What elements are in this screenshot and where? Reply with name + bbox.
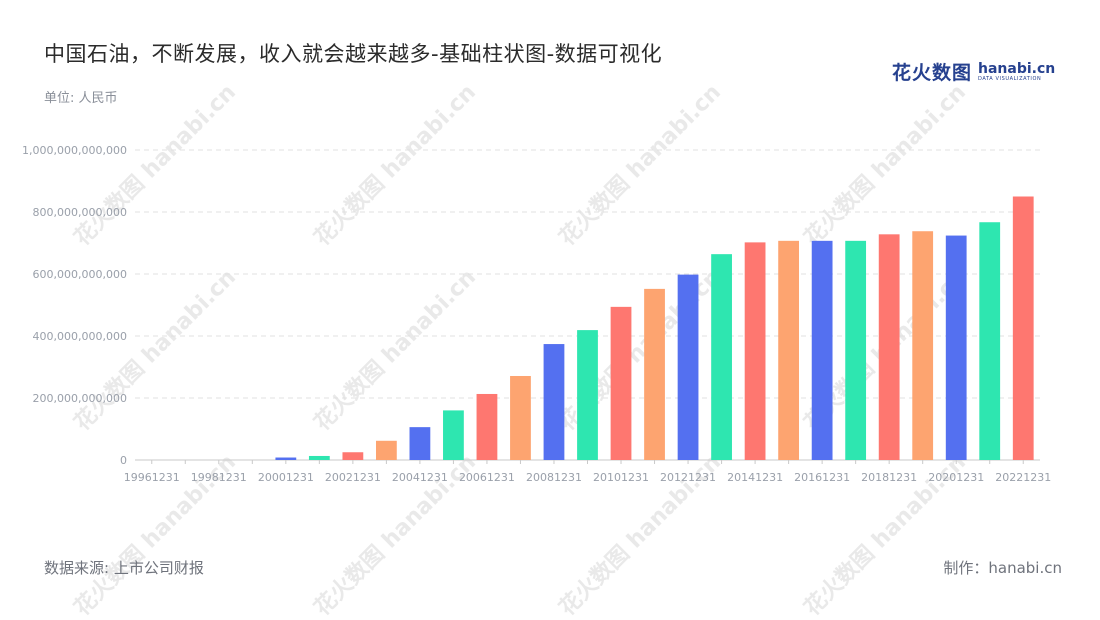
x-tick-label: 20181231 xyxy=(861,471,917,484)
x-tick-label: 20021231 xyxy=(325,471,381,484)
x-tick-label: 19981231 xyxy=(191,471,247,484)
bar xyxy=(979,222,1001,460)
logo-en-text: hanabi.cn xyxy=(978,60,1056,77)
bar xyxy=(811,240,833,460)
x-tick-label: 20041231 xyxy=(392,471,448,484)
y-tick-label: 400,000,000,000 xyxy=(33,330,127,343)
bar xyxy=(711,254,732,460)
bar xyxy=(443,410,464,460)
bar xyxy=(1012,196,1034,460)
y-tick-label: 600,000,000,000 xyxy=(33,268,127,281)
bar xyxy=(275,457,297,460)
x-tick-label: 20101231 xyxy=(593,471,649,484)
bar xyxy=(543,344,565,460)
watermark-text: 花火数图 hanabi.cn xyxy=(309,264,481,436)
watermark-text: 花火数图 hanabi.cn xyxy=(799,79,971,251)
brand-logo: 花火数图 hanabi.cn DATA VISUALIZATION xyxy=(892,58,1055,85)
maker-credit: 制作：hanabi.cn xyxy=(943,559,1062,577)
x-tick-label: 19961231 xyxy=(124,471,180,484)
bar xyxy=(878,234,900,460)
x-tick-label: 20221231 xyxy=(995,471,1051,484)
y-tick-label: 800,000,000,000 xyxy=(33,206,127,219)
bar xyxy=(610,306,632,460)
bar xyxy=(409,427,431,460)
bar xyxy=(308,455,330,460)
logo-cn-text: 花火数图 xyxy=(892,62,973,84)
y-tick-label: 0 xyxy=(120,454,127,467)
watermark-text: 花火数图 hanabi.cn xyxy=(554,79,726,251)
bar xyxy=(744,242,766,460)
x-tick-label: 20121231 xyxy=(660,471,716,484)
bar xyxy=(644,288,665,460)
bar xyxy=(778,240,800,460)
x-tick-label: 20141231 xyxy=(727,471,783,484)
x-tick-label: 20061231 xyxy=(459,471,515,484)
x-tick-label: 20201231 xyxy=(928,471,984,484)
page-title: 中国石油，不断发展，收入就会越来越多-基础柱状图-数据可视化 xyxy=(44,42,663,66)
data-source: 数据来源: 上市公司财报 xyxy=(44,559,204,577)
watermark-text: 花火数图 hanabi.cn xyxy=(69,264,241,436)
watermark-layer: 花火数图 hanabi.cn 花火数图 hanabi.cn 花火数图 hanabi.… xyxy=(69,79,971,620)
bar xyxy=(945,235,967,460)
watermark-text: 花火数图 hanabi.cn xyxy=(309,79,481,251)
logo-sub-text: DATA VISUALIZATION xyxy=(978,75,1042,82)
bar xyxy=(677,274,699,460)
bar xyxy=(375,440,397,460)
x-tick-label: 20161231 xyxy=(794,471,850,484)
bar xyxy=(510,375,531,460)
bar xyxy=(476,393,498,460)
bar xyxy=(577,330,598,460)
x-tick-label: 20081231 xyxy=(526,471,582,484)
bar xyxy=(342,452,364,460)
bar xyxy=(912,231,934,460)
y-tick-label: 1,000,000,000,000 xyxy=(22,144,127,157)
bar xyxy=(845,240,867,460)
x-tick-label: 20001231 xyxy=(258,471,314,484)
y-tick-label: 200,000,000,000 xyxy=(33,392,127,405)
unit-label: 单位: 人民币 xyxy=(44,91,118,106)
logo-en-block: hanabi.cn DATA VISUALIZATION xyxy=(978,62,1055,82)
